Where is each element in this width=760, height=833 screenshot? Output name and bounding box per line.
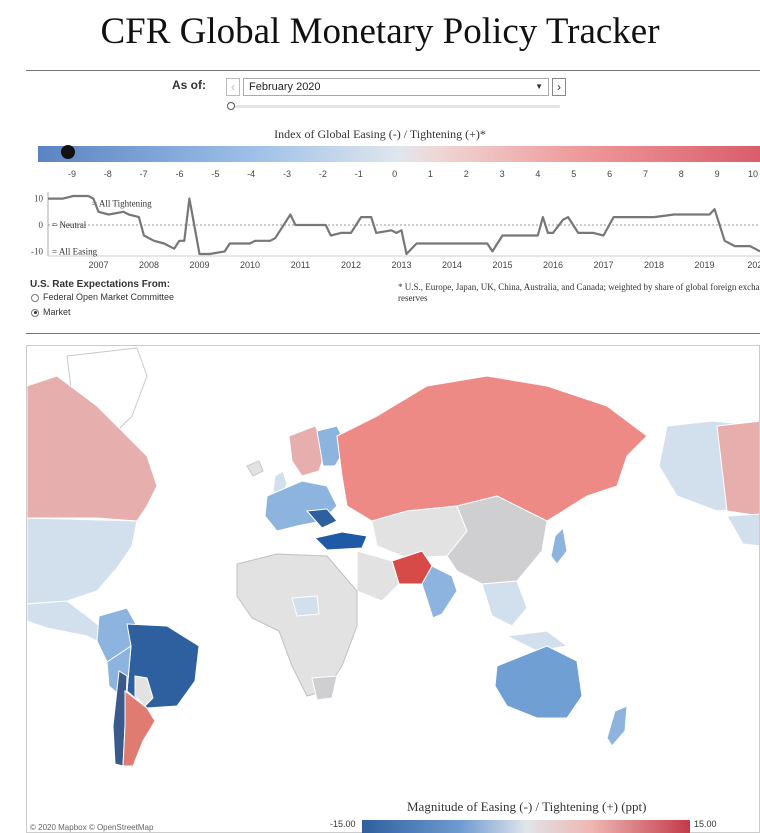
map-legend-max: 15.00 [694, 819, 717, 829]
index-tick: -4 [247, 169, 256, 179]
radio-fomc-label: Federal Open Market Committee [43, 292, 175, 302]
index-tick: 9 [714, 169, 720, 179]
map-nigeria[interactable] [291, 595, 320, 617]
footnote-line-1: * U.S., Europe, Japan, UK, China, Austra… [398, 282, 760, 292]
chart-y-tick-label: 10 [34, 194, 44, 204]
world-map-canvas[interactable] [27, 346, 760, 833]
chart-x-tick-label: 2010 [240, 260, 260, 270]
page-title: CFR Global Monetary Policy Tracker [100, 11, 660, 52]
as-of-label: As of: [172, 78, 206, 92]
chart-x-tick-label: 2018 [644, 260, 664, 270]
chart-y-tick-label: 0 [39, 220, 44, 230]
radio-market[interactable]: Market [31, 307, 71, 317]
index-tick: 10 [747, 169, 758, 179]
chart-series-line [48, 194, 760, 256]
chart-y-tick-label: -10 [31, 246, 43, 256]
map-hungary[interactable] [305, 508, 338, 529]
index-tick: 6 [607, 169, 613, 179]
rate-expectations-heading: U.S. Rate Expectations From: [30, 279, 171, 290]
index-gradient-bar [38, 146, 760, 162]
map-new-zealand[interactable] [606, 705, 628, 747]
chart-x-tick-label: 2019 [694, 260, 714, 270]
map-iceland[interactable] [246, 460, 264, 477]
chart-x-tick-label: 2016 [543, 260, 563, 270]
map-legend-gradient [362, 820, 690, 833]
chart-x-tick-label: 2008 [139, 260, 159, 270]
map-legend-min: -15.00 [330, 819, 356, 829]
index-tick: 3 [499, 169, 505, 179]
radio-market-label: Market [43, 307, 71, 317]
map-southeast-asia[interactable] [481, 580, 528, 627]
radio-market-circle[interactable] [31, 308, 39, 317]
index-tick: -3 [283, 169, 292, 179]
map-norway[interactable] [288, 425, 328, 477]
index-current-marker [61, 145, 75, 159]
index-tick: -7 [139, 169, 148, 179]
date-dropdown[interactable]: February 2020 ▼ [243, 78, 549, 96]
index-tick: -6 [175, 169, 184, 179]
index-tick: -9 [67, 169, 76, 179]
chart-y-annotation: = Neutral [52, 220, 87, 230]
chart-x-tick-label: 2007 [88, 260, 108, 270]
map-middle-east[interactable] [356, 550, 400, 602]
map-india[interactable] [421, 565, 458, 619]
map-usa-wrap[interactable] [726, 513, 760, 547]
index-tick: -5 [211, 169, 220, 179]
date-dropdown-value: February 2020 [249, 81, 321, 93]
chart-x-tick-label: 2015 [492, 260, 512, 270]
map-indonesia[interactable] [505, 630, 569, 652]
map-japan[interactable] [550, 526, 568, 565]
index-tick: 4 [535, 169, 541, 179]
caret-down-icon: ▼ [535, 82, 543, 91]
chart-x-tick-label: 2013 [391, 260, 411, 270]
footnote-line-2: reserves [398, 293, 428, 303]
divider [26, 333, 760, 334]
map-turkey[interactable] [314, 531, 368, 551]
map-paraguay[interactable] [134, 675, 154, 707]
footnote: * U.S., Europe, Japan, UK, China, Austra… [398, 282, 760, 304]
divider [26, 70, 760, 71]
map-australia[interactable] [494, 645, 583, 719]
index-tick: 7 [642, 169, 648, 179]
map-argentina[interactable] [122, 689, 156, 767]
index-tick: -8 [103, 169, 112, 179]
radio-fomc[interactable]: Federal Open Market Committee [31, 292, 174, 302]
chart-y-annotation: = All Easing [52, 246, 98, 256]
chart-x-tick-label: 2009 [189, 260, 209, 270]
world-map[interactable] [26, 345, 760, 833]
chart-x-tick-label: 2011 [291, 260, 310, 270]
chart-x-tick-label: 2012 [341, 260, 361, 270]
index-tick: 0 [392, 169, 398, 179]
index-line-chart: 10 = All Tightening 0 = Neutral -10 = All Eas… [31, 192, 760, 270]
chart-x-tick-label: 202 [747, 260, 760, 270]
map-legend-title: Magnitude of Easing (-) / Tightening (+)… [407, 799, 647, 814]
chevron-left-icon[interactable]: ‹ [226, 78, 240, 96]
date-slider-handle[interactable] [227, 102, 235, 110]
map-russia[interactable] [336, 375, 648, 522]
chevron-right-icon[interactable]: › [552, 78, 566, 96]
index-tick: 8 [678, 169, 684, 179]
index-tick: 1 [427, 169, 433, 179]
chart-y-annotation: = All Tightening [92, 199, 152, 209]
index-tick: -1 [354, 169, 363, 179]
map-credit: © 2020 Mapbox © OpenStreetMap [30, 823, 154, 832]
index-tick: 2 [463, 169, 469, 179]
chart-x-tick-label: 2014 [442, 260, 462, 270]
map-canada[interactable] [27, 375, 158, 522]
map-canada-wrap[interactable] [716, 420, 760, 517]
index-tick: -2 [318, 169, 327, 179]
radio-fomc-circle[interactable] [31, 293, 39, 302]
date-slider-track[interactable] [234, 105, 560, 108]
index-tick: 5 [571, 169, 577, 179]
map-south-africa[interactable] [311, 675, 338, 701]
chart-x-tick-label: 2017 [593, 260, 613, 270]
index-scale-title: Index of Global Easing (-) / Tightening … [274, 127, 486, 141]
